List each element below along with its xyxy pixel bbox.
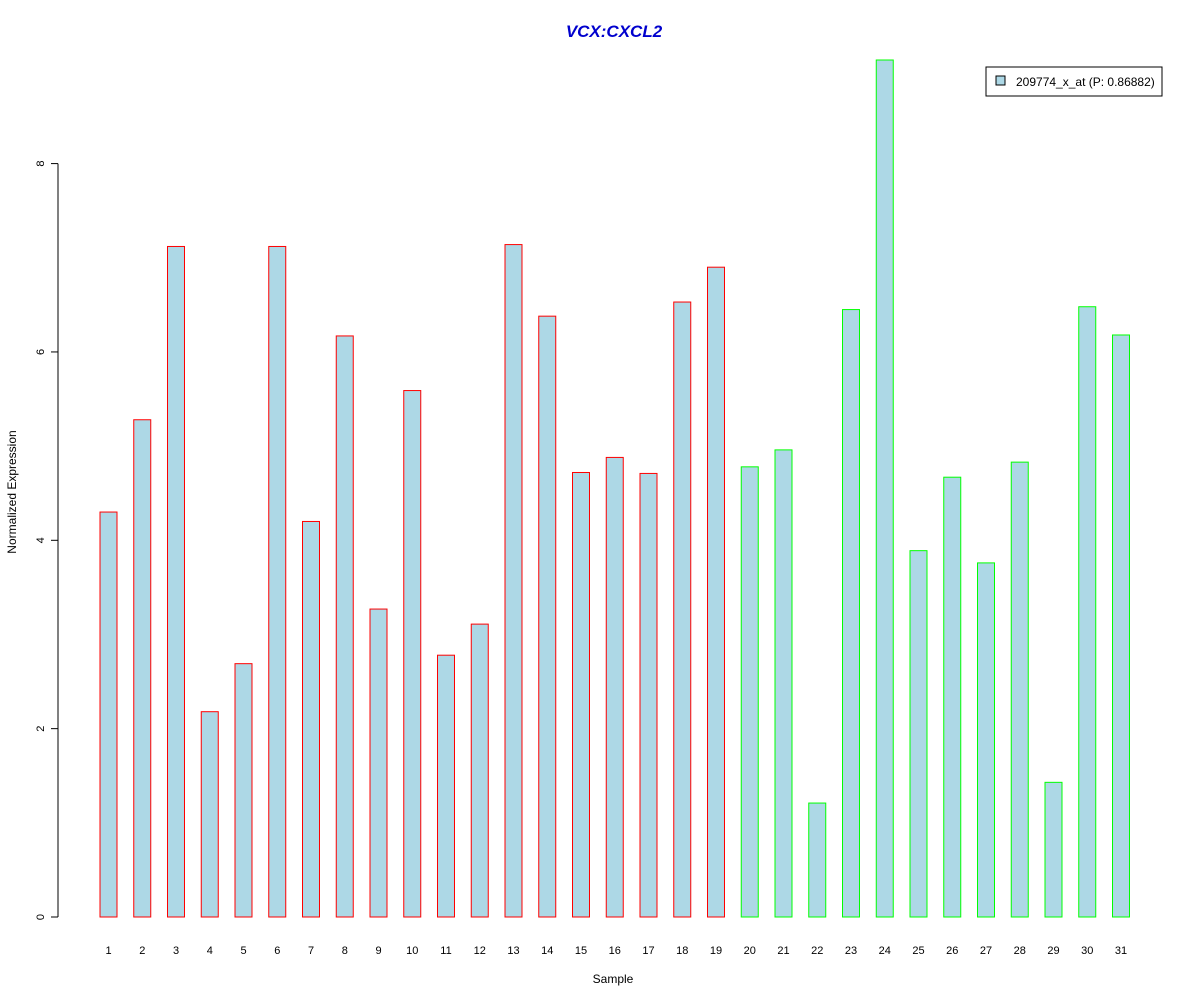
bar-sample-7 xyxy=(302,520,320,918)
legend-box xyxy=(985,66,1163,97)
bar-sample-25 xyxy=(909,550,928,918)
bar-sample-8 xyxy=(335,335,354,918)
x-tick-label: 20 xyxy=(744,945,756,957)
x-tick-label: 18 xyxy=(676,945,688,957)
bar-sample-16 xyxy=(605,456,624,918)
legend: 209774_x_at (P: 0.86882) xyxy=(985,66,1163,97)
x-tick-label: 14 xyxy=(541,945,553,957)
bar-sample-24 xyxy=(875,59,894,918)
x-tick-label: 19 xyxy=(710,945,722,957)
x-tick-label: 13 xyxy=(507,945,519,957)
bar-sample-10 xyxy=(403,390,422,918)
legend-label: 209774_x_at (P: 0.86882) xyxy=(1016,75,1155,89)
x-tick-label: 25 xyxy=(912,945,924,957)
x-tick-label: 6 xyxy=(274,945,280,957)
bar-sample-3 xyxy=(167,245,185,918)
bars xyxy=(99,59,1130,918)
x-tick-label: 12 xyxy=(474,945,486,957)
x-tick-label: 30 xyxy=(1081,945,1093,957)
x-tick-label: 23 xyxy=(845,945,857,957)
bar-sample-12 xyxy=(470,623,489,918)
bar-sample-21 xyxy=(774,449,793,918)
bar-sample-15 xyxy=(572,471,590,918)
bar-sample-22 xyxy=(808,802,827,918)
y-tick-label: 4 xyxy=(35,537,47,543)
x-tick-label: 9 xyxy=(375,945,381,957)
bar-sample-17 xyxy=(639,472,658,918)
bar-sample-31 xyxy=(1112,334,1130,918)
x-tick-label: 4 xyxy=(207,945,213,957)
x-tick-label: 11 xyxy=(440,945,451,957)
bar-sample-13 xyxy=(504,244,523,918)
y-axis: 0 2 4 6 8 xyxy=(35,161,59,920)
x-tick-label: 1 xyxy=(105,945,111,957)
bar-sample-2 xyxy=(133,419,152,918)
bar-sample-26 xyxy=(943,476,962,918)
bar-sample-9 xyxy=(369,608,388,918)
x-tick-label: 2 xyxy=(139,945,145,957)
x-tick-label: 17 xyxy=(642,945,654,957)
x-tick-label: 24 xyxy=(879,945,891,957)
x-tick-label: 28 xyxy=(1014,945,1026,957)
bar-sample-27 xyxy=(977,562,995,918)
y-tick-label: 0 xyxy=(35,914,47,920)
x-tick-label: 5 xyxy=(240,945,246,957)
bar-sample-29 xyxy=(1044,781,1063,918)
x-tick-label: 15 xyxy=(575,945,587,957)
x-tick-label: 7 xyxy=(308,945,314,957)
x-tick-label: 22 xyxy=(811,945,823,957)
y-tick-label: 8 xyxy=(35,161,47,167)
x-tick-label: 27 xyxy=(980,945,992,957)
x-tick-labels: 1 2 3 4 5 6 7 8 9 10 11 12 13 14 15 16 17 18 19 20 21 22 23 24 2… xyxy=(105,945,1127,957)
x-tick-label: 21 xyxy=(777,945,789,957)
bar-sample-19 xyxy=(707,266,725,918)
bar-sample-14 xyxy=(538,315,557,918)
bar-sample-23 xyxy=(842,309,860,918)
x-tick-label: 3 xyxy=(173,945,179,957)
y-axis-label: Normalized Expression xyxy=(5,430,19,553)
bar-sample-6 xyxy=(268,245,287,918)
bar-sample-4 xyxy=(200,711,219,918)
x-tick-label: 31 xyxy=(1115,945,1127,957)
bar-sample-1 xyxy=(99,511,118,918)
x-tick-label: 8 xyxy=(342,945,348,957)
bar-sample-20 xyxy=(740,466,759,918)
x-tick-label: 26 xyxy=(946,945,958,957)
bar-sample-18 xyxy=(673,301,692,918)
x-tick-label: 29 xyxy=(1047,945,1059,957)
bar-sample-5 xyxy=(234,663,253,918)
bar-sample-28 xyxy=(1010,461,1029,918)
legend-swatch xyxy=(995,75,1006,86)
y-tick-label: 2 xyxy=(35,726,47,732)
x-tick-label: 10 xyxy=(406,945,418,957)
y-tick-label: 6 xyxy=(35,349,47,355)
x-axis-label: Sample xyxy=(593,972,634,986)
chart-title: VCX:CXCL2 xyxy=(566,22,663,41)
bar-sample-30 xyxy=(1078,306,1097,918)
x-tick-label: 16 xyxy=(609,945,621,957)
bar-sample-11 xyxy=(437,654,455,918)
